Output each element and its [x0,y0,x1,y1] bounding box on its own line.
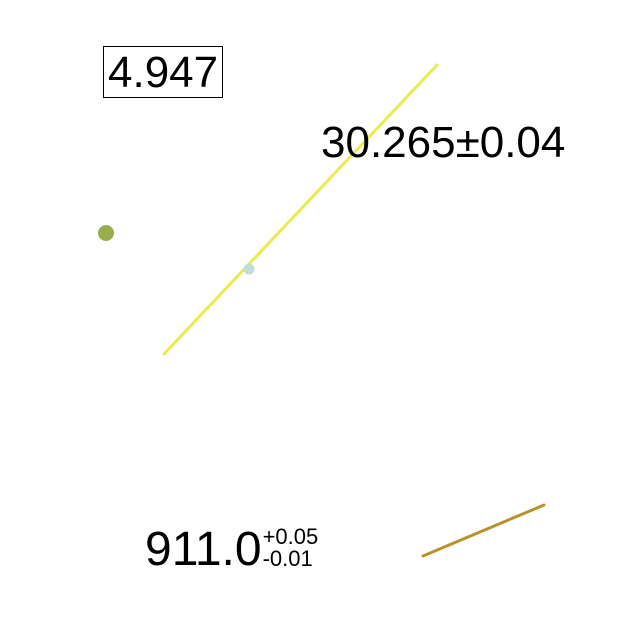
asymmetric-value-label: 911.0 +0.05 -0.01 [145,526,318,574]
asymmetric-value-base: 911.0 [145,523,262,576]
boxed-value-label: 4.947 [103,46,224,98]
asymmetric-value-upper: +0.05 [262,524,319,549]
long-line [162,63,439,356]
asymmetric-value-errors: +0.05 -0.01 [263,526,319,570]
plus-minus-value-label: 30.265±0.04 [321,118,566,167]
asymmetric-value-lower: -0.01 [262,546,313,571]
short-line [421,503,546,558]
large-dot [98,225,114,241]
small-dot [243,263,255,275]
